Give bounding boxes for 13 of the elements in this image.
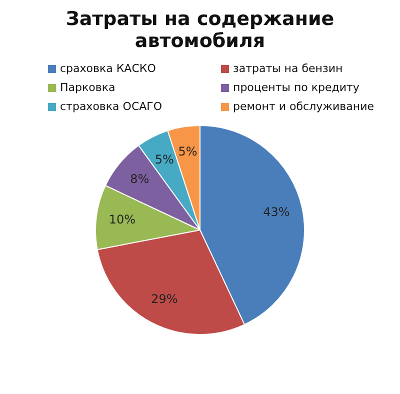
data-label: 5% <box>178 144 198 159</box>
legend-label: ремонт и обслуживание <box>233 100 374 113</box>
data-label: 8% <box>130 172 150 186</box>
data-label: 43% <box>263 205 290 220</box>
legend-label: Парковка <box>60 81 116 94</box>
data-label: 5% <box>154 152 174 166</box>
legend-label: затраты на бензин <box>233 62 343 75</box>
data-label: 10% <box>108 212 136 226</box>
chart-title: Затраты на содержание автомобиля <box>64 8 336 52</box>
data-label: 29% <box>151 292 178 306</box>
legend-label: страховка ОСАГО <box>60 100 162 113</box>
legend-label: сраховка КАСКО <box>60 62 156 75</box>
legend-label: проценты по кредиту <box>233 81 360 94</box>
